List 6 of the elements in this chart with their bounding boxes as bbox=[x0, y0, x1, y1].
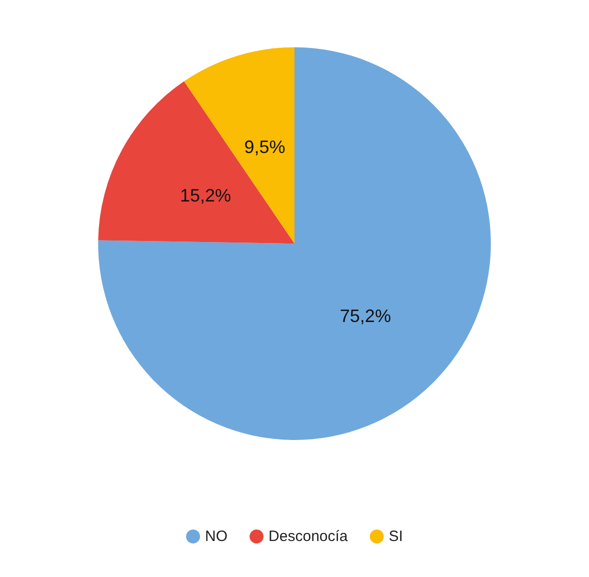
data-label: 75,2% bbox=[340, 306, 391, 326]
legend-label: Desconocía bbox=[268, 528, 348, 545]
legend-label: SI bbox=[388, 528, 403, 545]
data-label: 9,5% bbox=[244, 136, 286, 157]
legend-label: NO bbox=[205, 528, 228, 545]
data-label: 15,2% bbox=[180, 186, 232, 206]
